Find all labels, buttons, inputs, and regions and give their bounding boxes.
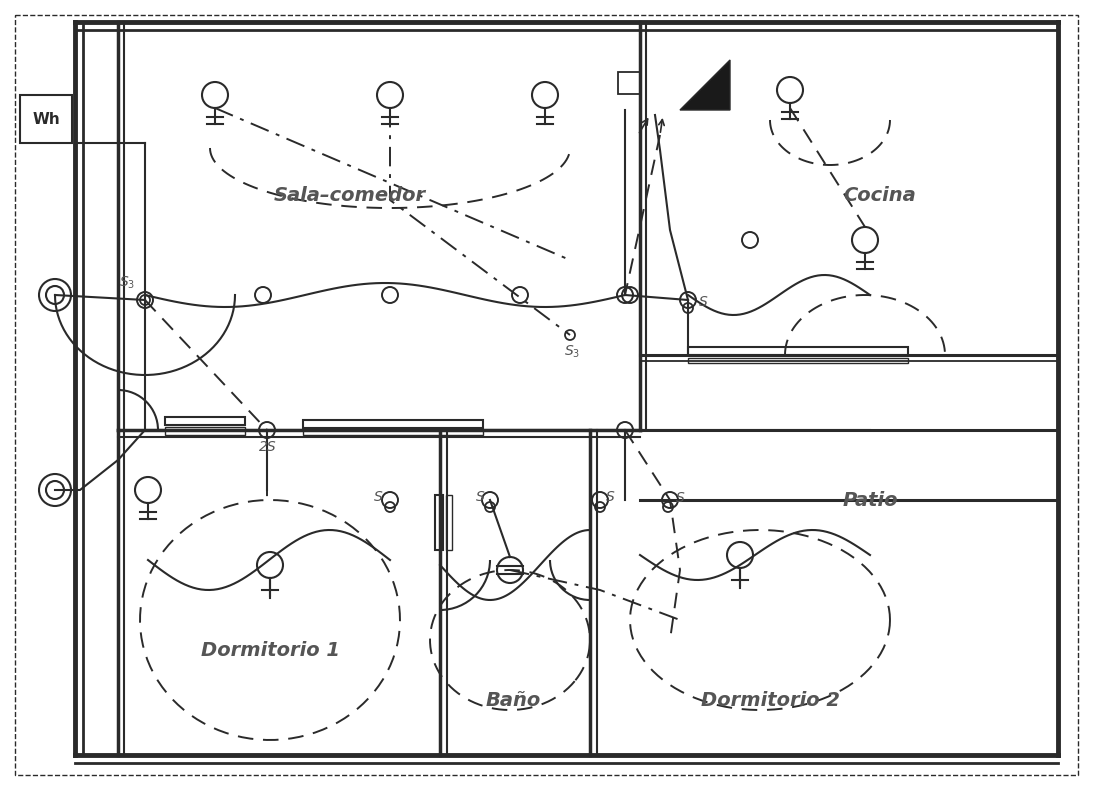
Text: S: S — [475, 490, 484, 504]
Text: Wh: Wh — [32, 111, 60, 126]
Bar — [687, 347, 908, 355]
Text: Cocina: Cocina — [844, 186, 916, 205]
Text: 2S: 2S — [259, 440, 277, 454]
Polygon shape — [680, 60, 730, 110]
Bar — [165, 417, 245, 425]
Bar — [435, 495, 443, 550]
Text: S: S — [374, 490, 383, 504]
Bar — [687, 358, 908, 363]
Text: Dormitorio 2: Dormitorio 2 — [701, 690, 839, 709]
Bar — [303, 430, 483, 435]
Text: S: S — [675, 491, 684, 505]
Text: Dormitorio 1: Dormitorio 1 — [200, 641, 340, 660]
Text: S: S — [698, 295, 707, 309]
Bar — [165, 427, 245, 435]
Bar — [20, 95, 72, 143]
Text: Baño: Baño — [485, 690, 541, 709]
Text: Patio: Patio — [843, 491, 897, 510]
Bar — [303, 420, 483, 428]
Text: Sala–comedor: Sala–comedor — [274, 186, 426, 205]
Bar — [446, 495, 453, 550]
Text: S: S — [606, 490, 614, 504]
Bar — [618, 72, 640, 94]
Text: $S_3$: $S_3$ — [564, 344, 580, 360]
Text: $S_3$: $S_3$ — [119, 275, 136, 292]
